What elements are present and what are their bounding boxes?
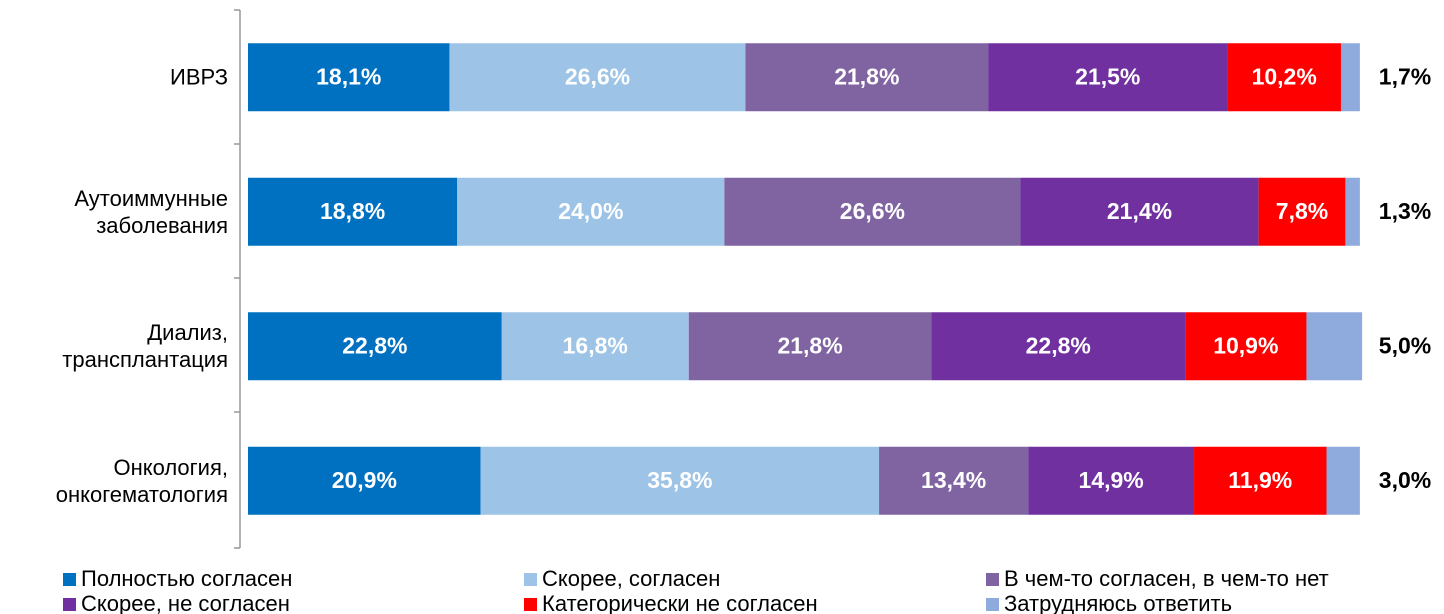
legend-label: В чем-то согласен, в чем-то нет xyxy=(1004,566,1329,591)
data-label: 21,8% xyxy=(777,332,842,358)
data-label: 14,9% xyxy=(1079,467,1144,493)
data-label: 26,6% xyxy=(565,63,630,89)
data-label: 22,8% xyxy=(342,332,407,358)
bar-segment xyxy=(1020,177,1259,246)
data-label: 18,1% xyxy=(316,63,381,89)
bar-segment xyxy=(1227,43,1341,112)
legend-item: Скорее, согласен xyxy=(524,566,720,592)
bar-segment xyxy=(1326,446,1360,515)
bar-segment xyxy=(1028,446,1195,515)
bar-segment xyxy=(501,312,689,381)
data-label: 21,4% xyxy=(1107,198,1172,224)
bar-segment xyxy=(988,43,1228,112)
legend-item: В чем-то согласен, в чем-то нет xyxy=(986,566,1329,592)
data-label: 21,8% xyxy=(834,63,899,89)
data-label: 26,6% xyxy=(840,198,905,224)
category-label: ИВРЗ xyxy=(170,64,228,90)
legend-swatch xyxy=(63,597,76,611)
legend-swatch xyxy=(986,572,999,586)
category-label: Онкология, онкогематология xyxy=(55,454,228,507)
bar-segment xyxy=(457,177,725,246)
legend-swatch xyxy=(63,572,76,586)
bar-segment xyxy=(449,43,746,112)
data-label: 1,3% xyxy=(1379,198,1431,224)
bar-segment xyxy=(1258,177,1346,246)
bar-segment xyxy=(248,446,481,515)
bar-segment xyxy=(1340,43,1360,112)
legend-label: Скорее, согласен xyxy=(542,566,721,591)
data-label: 24,0% xyxy=(558,198,623,224)
bar-segment xyxy=(248,312,502,381)
bar-segment xyxy=(724,177,1021,246)
legend-swatch xyxy=(524,597,537,611)
bar-segment xyxy=(688,312,932,381)
data-label: 11,9% xyxy=(1228,467,1292,493)
legend-swatch xyxy=(524,572,537,586)
data-label: 21,5% xyxy=(1075,63,1140,89)
data-label: 20,9% xyxy=(332,467,397,493)
legend-item: Скорее, не согласен xyxy=(63,591,290,614)
legend-label: Полностью согласен xyxy=(81,566,293,591)
legend-swatch xyxy=(986,597,999,611)
data-label: 13,4% xyxy=(921,467,986,493)
legend-label: Категорически не согласен xyxy=(542,591,818,614)
legend-item: Полностью согласен xyxy=(63,566,292,592)
data-label: 16,8% xyxy=(563,332,628,358)
bar-segment xyxy=(745,43,989,112)
bar-segment xyxy=(1345,177,1360,246)
data-label: 7,8% xyxy=(1276,198,1328,224)
legend-item: Затрудняюсь ответить xyxy=(986,591,1232,614)
bar-segment xyxy=(480,446,880,515)
legend-label: Затрудняюсь ответить xyxy=(1004,591,1233,614)
bar-segment xyxy=(879,446,1029,515)
bar-segment xyxy=(248,177,458,246)
bar-segment xyxy=(1185,312,1307,381)
data-label: 3,0% xyxy=(1379,467,1431,493)
data-label: 10,2% xyxy=(1252,63,1317,89)
legend-label: Скорее, не согласен xyxy=(81,591,290,614)
data-label: 10,9% xyxy=(1213,332,1278,358)
data-label: 1,7% xyxy=(1379,63,1431,89)
legend-item: Категорически не согласен xyxy=(524,591,818,614)
bar-segment xyxy=(931,312,1186,381)
data-label: 5,0% xyxy=(1379,332,1431,358)
bar-segment xyxy=(1194,446,1327,515)
category-label: Аутоиммунные заболевания xyxy=(74,185,228,238)
category-label: Диализ, трансплантация xyxy=(62,320,228,373)
data-label: 22,8% xyxy=(1026,332,1091,358)
data-label: 35,8% xyxy=(647,467,712,493)
bar-segment xyxy=(248,43,450,112)
data-label: 18,8% xyxy=(320,198,385,224)
bar-segment xyxy=(1306,312,1363,381)
